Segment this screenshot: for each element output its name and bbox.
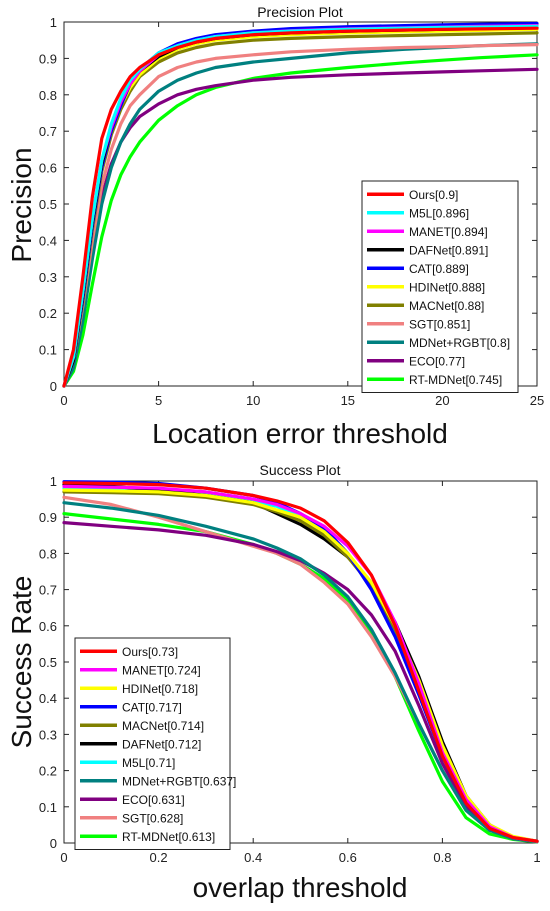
precision-legend-label: HDINet[0.888] bbox=[409, 280, 485, 294]
precision-y-tick-label: 0.1 bbox=[39, 343, 57, 358]
success-x-tick-label: 0.2 bbox=[150, 850, 168, 865]
success-legend-label: CAT[0.717] bbox=[122, 700, 182, 714]
success-series-line-hdinet-0-718 bbox=[62, 488, 539, 843]
precision-y-tick-label: 0.7 bbox=[39, 124, 57, 139]
success-series-group bbox=[62, 480, 539, 844]
success-y-tick-label: 0.2 bbox=[39, 764, 57, 779]
success-x-tick-label: 0.4 bbox=[244, 850, 262, 865]
success-y-tick-label: 0.3 bbox=[39, 727, 57, 742]
success-legend-label: MACNet[0.714] bbox=[122, 719, 204, 733]
precision-legend-label: M5L[0.896] bbox=[409, 206, 469, 220]
success-y-tick-label: 0.1 bbox=[39, 800, 57, 815]
precision-y-axis-label: Precision bbox=[6, 147, 37, 262]
success-legend-label: DAFNet[0.712] bbox=[122, 737, 201, 751]
success-legend-label: M5L[0.71] bbox=[122, 756, 175, 770]
precision-legend-label: CAT[0.889] bbox=[409, 262, 469, 276]
success-x-tick-label: 1 bbox=[533, 850, 540, 865]
success-y-tick-label: 0 bbox=[50, 836, 57, 851]
success-x-tick-label: 0.6 bbox=[339, 850, 357, 865]
success-legend-label: RT-MDNet[0.613] bbox=[122, 830, 215, 844]
success-legend-label: SGT[0.628] bbox=[122, 811, 183, 825]
precision-y-tick-label: 0.3 bbox=[39, 270, 57, 285]
precision-legend-label: Ours[0.9] bbox=[409, 188, 458, 202]
success-x-tick-label: 0.8 bbox=[433, 850, 451, 865]
success-y-tick-label: 0.4 bbox=[39, 691, 57, 706]
success-legend-label: HDINet[0.718] bbox=[122, 682, 198, 696]
success-series-line-manet-0-724 bbox=[62, 484, 539, 843]
precision-y-tick-label: 0.8 bbox=[39, 88, 57, 103]
precision-series-line-mdnet-rgbt-0-8 bbox=[62, 42, 539, 388]
precision-x-tick-label: 0 bbox=[60, 393, 67, 408]
precision-x-axis-label: Location error threshold bbox=[152, 418, 448, 449]
success-y-tick-label: 1 bbox=[50, 474, 57, 489]
success-series-line-ours-0-73 bbox=[62, 481, 539, 843]
precision-legend-label: RT-MDNet[0.745] bbox=[409, 373, 502, 387]
precision-series-group bbox=[62, 21, 539, 388]
success-y-tick-label: 0.8 bbox=[39, 546, 57, 561]
precision-series-line-sgt-0-851 bbox=[62, 42, 539, 388]
precision-legend-label: ECO[0.77] bbox=[409, 354, 465, 368]
precision-legend-label: MDNet+RGBT[0.8] bbox=[409, 336, 510, 350]
success-series-line-rt-mdnet-0-613 bbox=[62, 511, 539, 844]
success-chart: Success Plot 0 0.1 0.2 0.3 0.4 0.5 0.6 0.7 0.8 0.… bbox=[6, 462, 541, 903]
success-y-tick-label: 0.7 bbox=[39, 583, 57, 598]
precision-x-tick-label: 5 bbox=[155, 393, 162, 408]
precision-legend-label: DAFNet[0.891] bbox=[409, 243, 488, 257]
precision-y-tick-label: 0 bbox=[50, 379, 57, 394]
precision-x-tick-label: 25 bbox=[530, 393, 544, 408]
success-legend: Ours[0.73] MANET[0.724] HDINet[0.718] CAT[0… bbox=[74, 637, 236, 850]
precision-y-tick-label: 1 bbox=[50, 15, 57, 30]
success-legend-label: ECO[0.631] bbox=[122, 793, 185, 807]
precision-y-tick-label: 0.9 bbox=[39, 51, 57, 66]
success-legend-label: Ours[0.73] bbox=[122, 645, 178, 659]
precision-legend: Ours[0.9] M5L[0.896] MANET[0.894] DAFNet[0.… bbox=[361, 180, 519, 393]
precision-series-line-m5l-0-896 bbox=[62, 24, 539, 388]
success-y-axis-label: Success Rate bbox=[6, 576, 37, 749]
success-y-tick-label: 0.5 bbox=[39, 655, 57, 670]
success-legend-label: MANET[0.724] bbox=[122, 663, 201, 677]
precision-legend-label: SGT[0.851] bbox=[409, 317, 470, 331]
success-y-tick-label: 0.9 bbox=[39, 510, 57, 525]
success-series-line-eco-0-631 bbox=[62, 520, 539, 844]
precision-y-tick-label: 0.2 bbox=[39, 306, 57, 321]
success-legend-label: MDNet+RGBT[0.637] bbox=[122, 774, 236, 788]
precision-chart: Precision Plot 0 0.1 0.2 0.3 0.4 0.5 0.6 0.7 0.8… bbox=[6, 4, 544, 449]
success-y-tick-label: 0.6 bbox=[39, 619, 57, 634]
success-x-tick-label: 0 bbox=[60, 850, 67, 865]
precision-series-line-rt-mdnet-0-745 bbox=[62, 53, 539, 388]
success-series-line-mdnet-rgbt-0-637 bbox=[62, 501, 539, 844]
precision-y-tick-label: 0.6 bbox=[39, 161, 57, 176]
precision-series-line-ours-0-9 bbox=[62, 26, 539, 388]
precision-y-tick-label: 0.5 bbox=[39, 197, 57, 212]
precision-x-tick-label: 10 bbox=[246, 393, 260, 408]
precision-x-tick-label: 20 bbox=[435, 393, 449, 408]
precision-chart-title: Precision Plot bbox=[257, 4, 343, 20]
precision-legend-label: MACNet[0.88] bbox=[409, 299, 484, 313]
success-x-axis-label: overlap threshold bbox=[193, 872, 408, 903]
precision-y-tick-label: 0.4 bbox=[39, 233, 57, 248]
precision-legend-label: MANET[0.894] bbox=[409, 225, 488, 239]
success-chart-title: Success Plot bbox=[260, 462, 341, 478]
precision-x-tick-label: 15 bbox=[341, 393, 355, 408]
